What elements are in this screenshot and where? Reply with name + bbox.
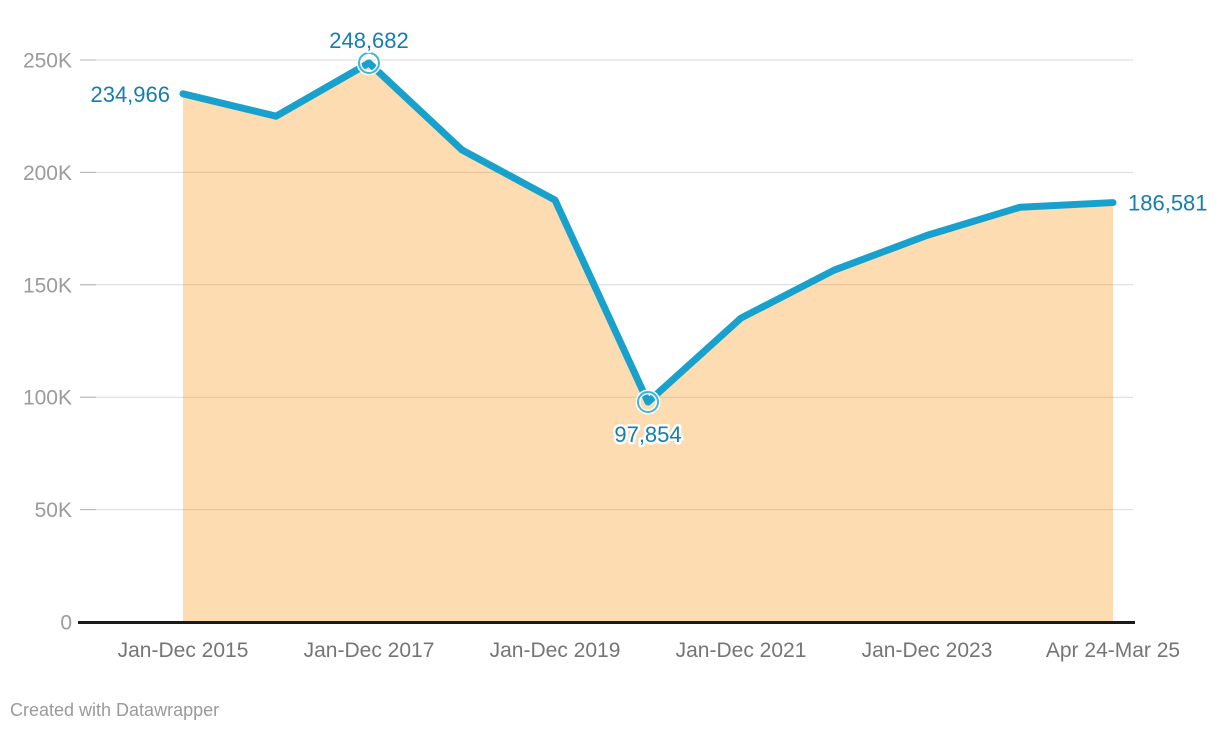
- value-label: 248,682: [329, 28, 409, 53]
- value-label: 234,966: [90, 82, 170, 107]
- area-fill: [183, 62, 1113, 622]
- value-label: 186,581: [1128, 191, 1208, 216]
- y-axis-label: 150K: [23, 274, 72, 297]
- y-axis-label: 250K: [23, 50, 72, 73]
- value-label: 97,854: [614, 422, 681, 447]
- y-axis-label: 200K: [23, 162, 72, 185]
- x-axis-label: Apr 24-Mar 25: [1046, 639, 1180, 662]
- x-axis-label: Jan-Dec 2021: [676, 639, 807, 662]
- y-axis-label: 100K: [23, 387, 72, 410]
- x-axis-label: Jan-Dec 2019: [490, 639, 621, 662]
- x-axis-label: Jan-Dec 2023: [862, 639, 993, 662]
- x-axis-label: Jan-Dec 2015: [118, 639, 249, 662]
- y-axis-label: 50K: [35, 499, 72, 522]
- data-line: [179, 59, 1117, 406]
- y-axis-label: 0: [60, 612, 72, 635]
- point-marker: [637, 391, 659, 414]
- point-marker: [358, 51, 380, 74]
- datawrapper-credit: Created with Datawrapper: [10, 700, 220, 720]
- x-axis-label: Jan-Dec 2017: [304, 639, 435, 662]
